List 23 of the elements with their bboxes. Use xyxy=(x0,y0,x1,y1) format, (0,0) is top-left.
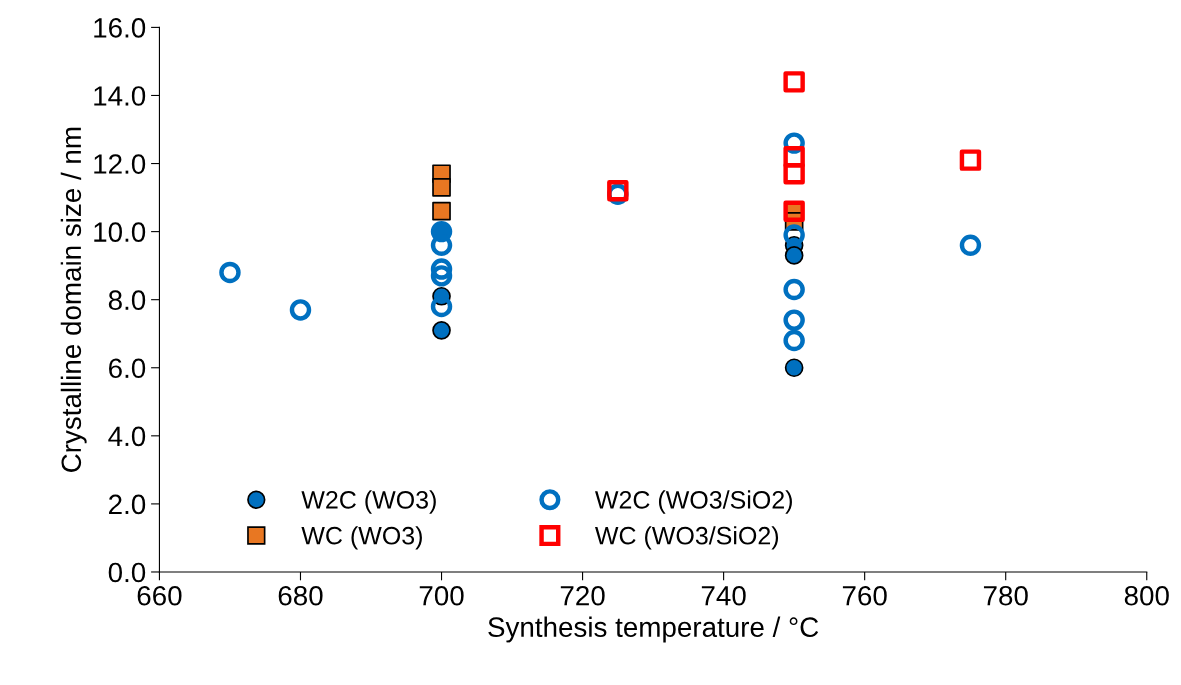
legend-label: W2C (WO3) xyxy=(301,490,436,514)
legend-label: WC (WO3) xyxy=(301,526,422,550)
y-tick-label: 4.0 xyxy=(108,426,146,447)
x-axis-title: Synthesis temperature / °C xyxy=(488,616,819,643)
x-tick-label: 780 xyxy=(983,585,1028,606)
legend-label: WC (WO3/SiO2) xyxy=(595,526,779,550)
y-tick-label: 6.0 xyxy=(109,358,146,379)
x-tick-label: 800 xyxy=(1124,585,1169,606)
y-tick-label: 14.0 xyxy=(94,86,146,106)
x-tick-label: 740 xyxy=(701,585,746,606)
x-tick-label: 760 xyxy=(842,585,887,606)
y-axis-title: Crystalline domain size / nm xyxy=(60,127,87,472)
y-tick-label: 12.0 xyxy=(94,154,146,174)
y-tick-label: 10.0 xyxy=(94,222,146,242)
x-tick-label: 660 xyxy=(137,585,182,606)
legend-label: W2C (WO3/SiO2) xyxy=(595,490,792,514)
y-tick-label: 8.0 xyxy=(108,290,146,311)
y-tick-label: 16.0 xyxy=(94,18,146,38)
x-tick-label: 680 xyxy=(278,585,323,606)
y-tick-label: 2.0 xyxy=(109,494,146,515)
x-tick-label: 700 xyxy=(419,585,464,606)
y-tick-label: 0.0 xyxy=(108,562,146,583)
x-tick-label: 720 xyxy=(560,585,605,606)
